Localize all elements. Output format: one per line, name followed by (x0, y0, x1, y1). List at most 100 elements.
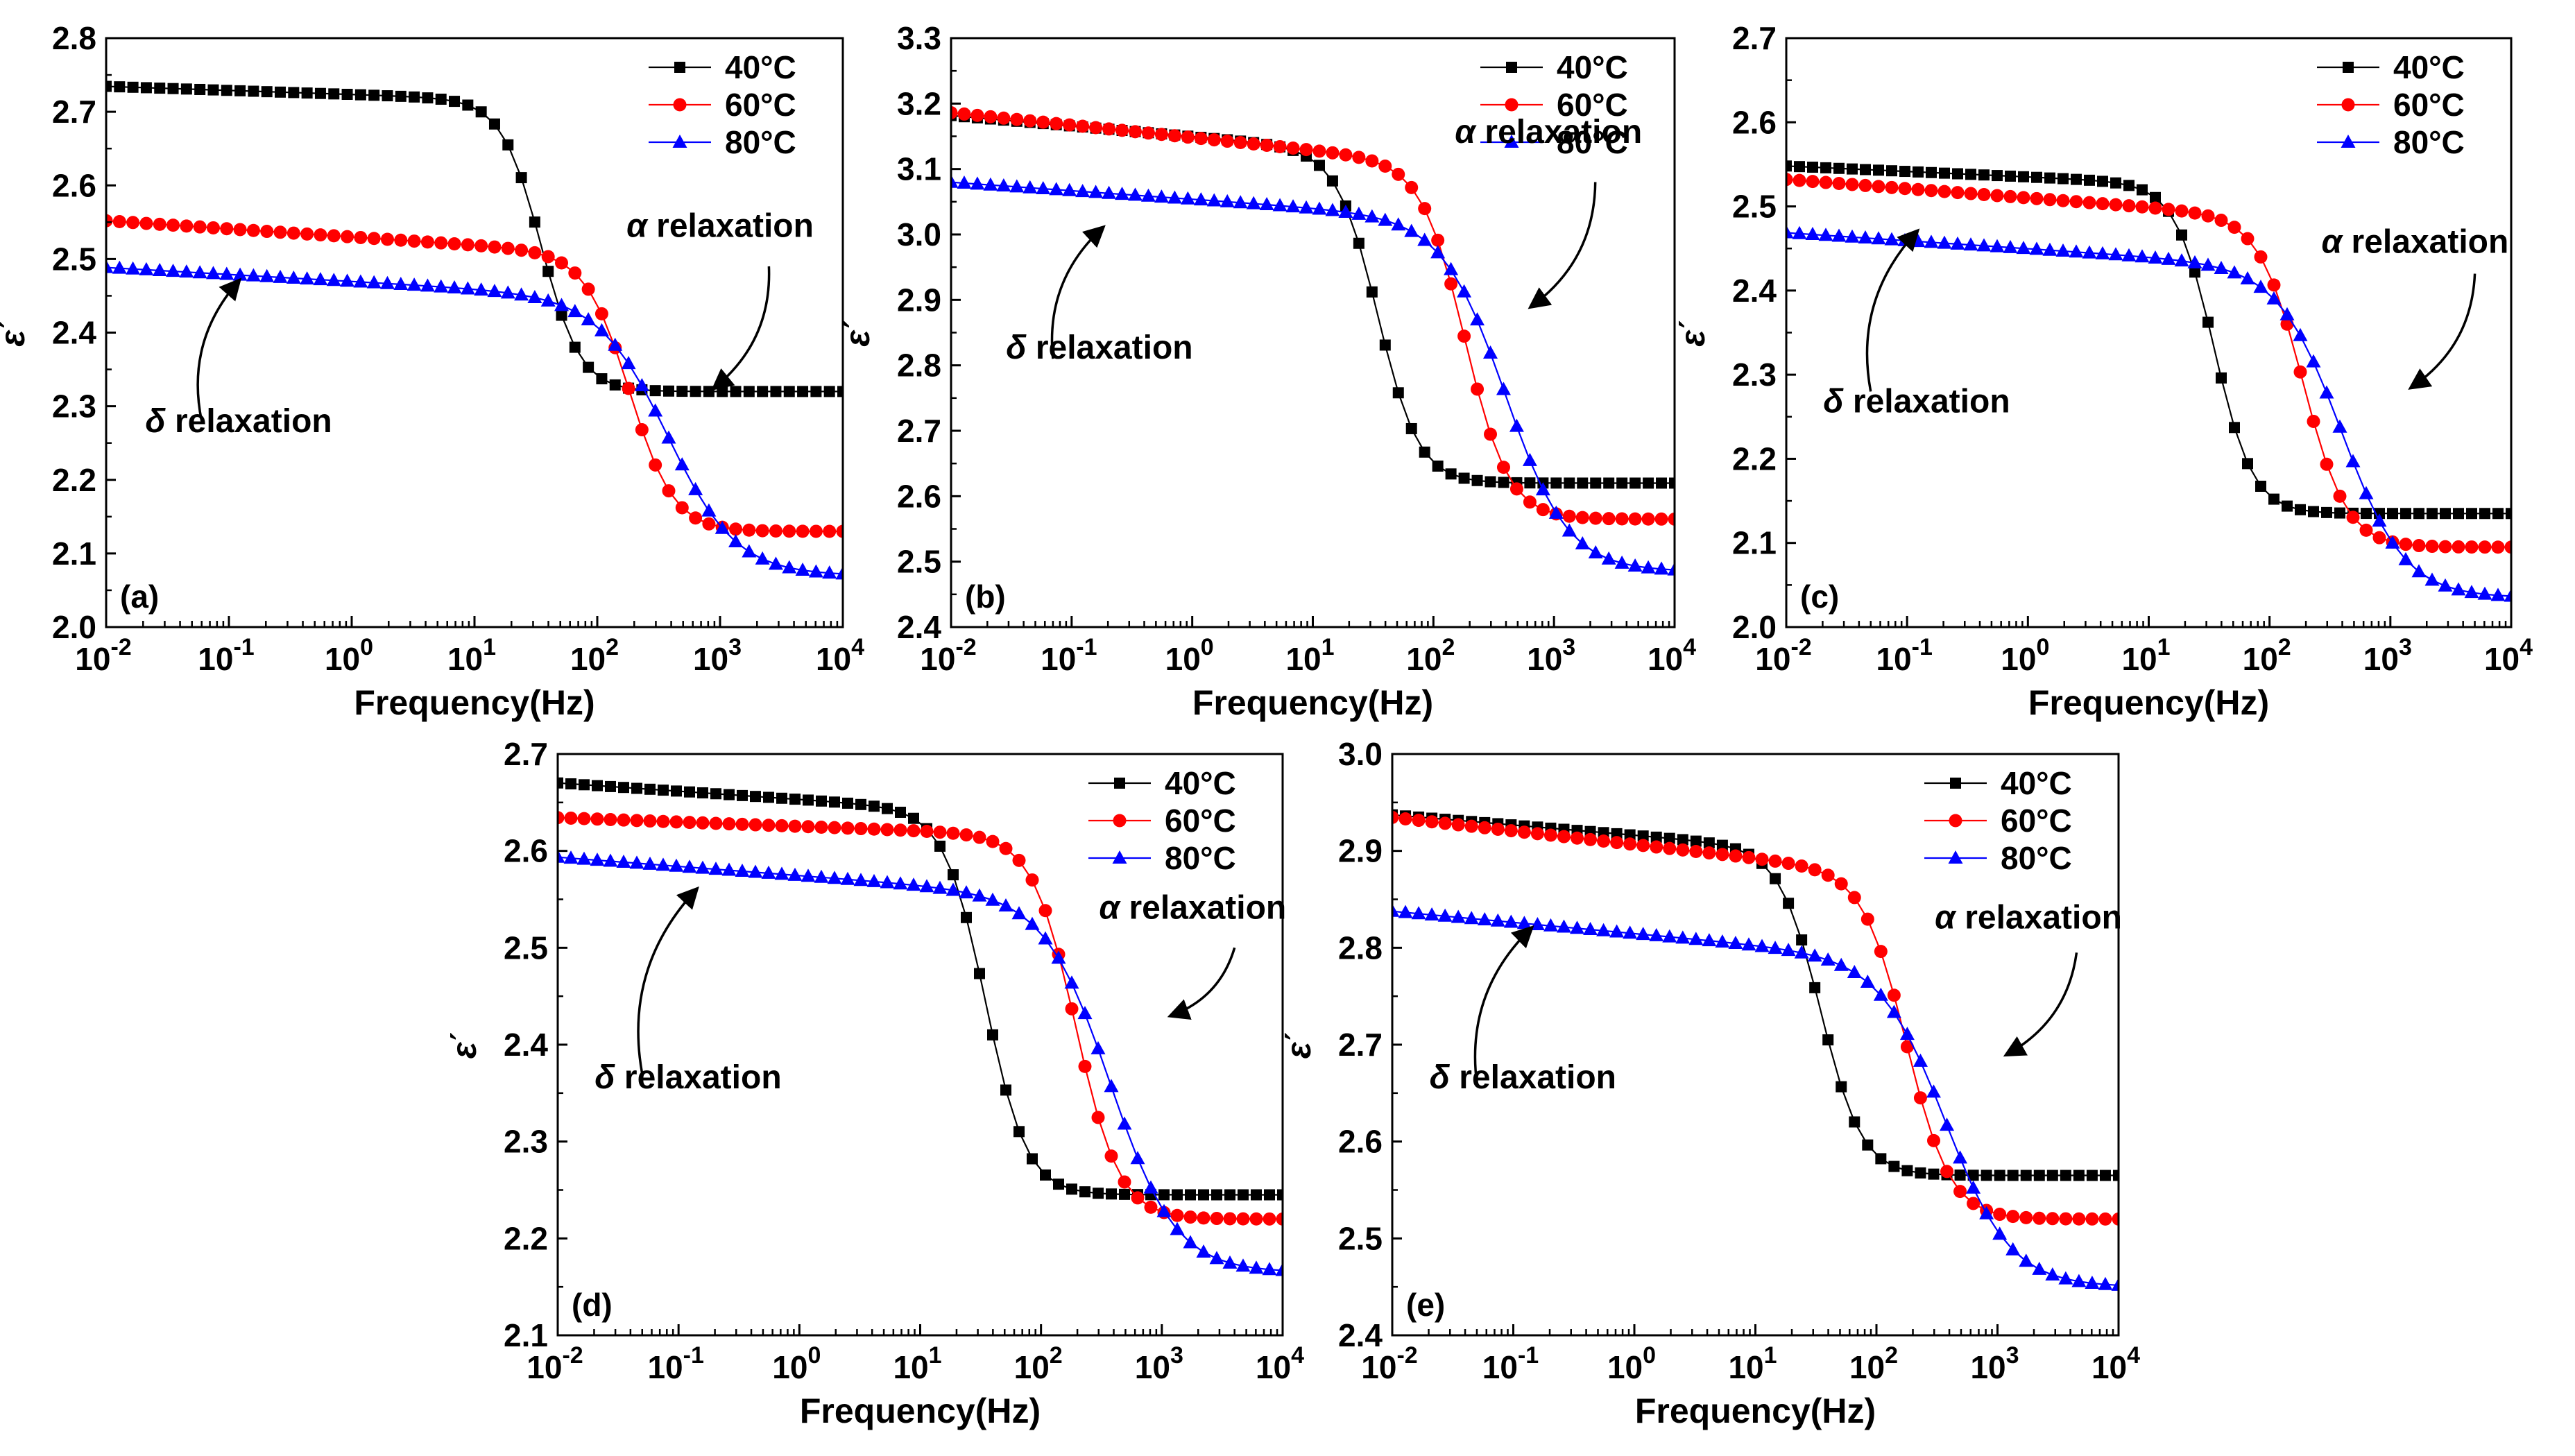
data-point (152, 262, 167, 276)
x-tick-label: 103 (1135, 1342, 1183, 1385)
data-point (1809, 982, 1821, 993)
data-point (554, 298, 570, 311)
data-point (801, 820, 815, 834)
data-point (558, 777, 563, 789)
x-tick-label: 10-2 (527, 1342, 583, 1385)
data-point (2071, 173, 2082, 185)
data-point (782, 560, 797, 574)
data-point (1562, 509, 1576, 523)
data-point (2029, 241, 2044, 255)
data-point (669, 858, 684, 872)
data-point (1795, 859, 1808, 873)
data-point (642, 856, 658, 870)
y-tick-label: 3.2 (897, 85, 941, 121)
panel-e: 2.4 2.5 2.6 2.7 2.8 2.9 3.0 10-2 10-1 100 101 102 10… (1279, 736, 2140, 1430)
data-point (2019, 1210, 2033, 1224)
data-point (1873, 164, 1884, 176)
data-point (273, 225, 287, 239)
data-point (1299, 200, 1314, 214)
data-point (1049, 182, 1064, 196)
data-point (959, 885, 974, 899)
y-tick-label: 2.1 (52, 536, 96, 572)
data-point (1590, 477, 1602, 489)
data-point (475, 106, 487, 118)
data-point (605, 780, 616, 792)
data-point (631, 782, 642, 794)
data-point (742, 544, 757, 558)
data-point (1976, 238, 1992, 252)
data-point (1451, 818, 1465, 832)
data-point (206, 221, 220, 234)
data-point (770, 386, 782, 397)
data-point (788, 819, 802, 833)
data-point (951, 105, 958, 119)
data-point (1366, 286, 1378, 298)
data-point (750, 791, 761, 803)
data-point (1326, 146, 1340, 160)
series-80°C (558, 849, 1283, 1276)
data-point (1104, 1079, 1119, 1093)
data-point (1194, 132, 1208, 146)
data-point (1235, 1258, 1251, 1272)
data-point (1127, 187, 1143, 201)
y-tick-label: 2.6 (897, 478, 941, 514)
data-point (735, 864, 750, 877)
data-point (1438, 816, 1452, 830)
data-point (542, 266, 554, 277)
data-point (1183, 1210, 1197, 1224)
data-point (1325, 203, 1340, 216)
legend-label: 60°C (1165, 803, 1236, 839)
data-point (2150, 191, 2161, 203)
series-80°C (1392, 903, 2119, 1291)
data-point (1872, 180, 1885, 194)
series-60°C (106, 214, 843, 538)
data-point (854, 822, 868, 836)
data-point (1392, 903, 1400, 917)
data-point (592, 780, 603, 791)
data-point (1457, 284, 1472, 298)
data-point (1223, 1212, 1237, 1226)
data-point (1445, 468, 1457, 480)
data-point (1874, 945, 1888, 959)
data-point (2096, 197, 2110, 211)
data-point (1786, 225, 1794, 239)
data-point (2491, 540, 2505, 554)
data-point (1886, 1004, 1901, 1018)
data-point (1025, 873, 1039, 887)
data-point (1185, 1189, 1196, 1201)
data-point (970, 108, 984, 122)
data-point (986, 834, 1000, 848)
data-point (1444, 277, 1458, 291)
data-point (2242, 458, 2253, 470)
data-point (1884, 232, 1899, 246)
data-point (488, 118, 500, 130)
data-point (568, 266, 582, 280)
data-point (1954, 1170, 1966, 1181)
data-point (748, 818, 762, 832)
data-point (2111, 1277, 2119, 1291)
data-point (906, 877, 921, 891)
data-point (708, 862, 724, 875)
legend-marker (2341, 135, 2356, 148)
data-point (541, 250, 555, 264)
relaxation-annotation: α relaxation (1935, 899, 2122, 936)
panel-label: (d) (572, 1287, 613, 1323)
data-point (2121, 248, 2137, 262)
series-line (951, 114, 1675, 484)
data-point (1222, 1255, 1238, 1269)
data-point (2282, 500, 2293, 512)
data-point (1220, 135, 1234, 148)
data-point (2175, 204, 2189, 218)
data-point (180, 83, 192, 95)
data-point (644, 783, 656, 795)
y-tick-label: 3.0 (1338, 736, 1383, 772)
series-80°C (1786, 225, 2511, 602)
x-tick-label: 10-1 (1482, 1342, 1539, 1385)
data-point (1524, 477, 1536, 489)
data-point (957, 107, 971, 121)
data-point (1102, 122, 1116, 136)
data-point (140, 82, 152, 94)
data-point (1490, 913, 1505, 927)
data-point (696, 816, 710, 830)
data-point (1392, 167, 1405, 181)
